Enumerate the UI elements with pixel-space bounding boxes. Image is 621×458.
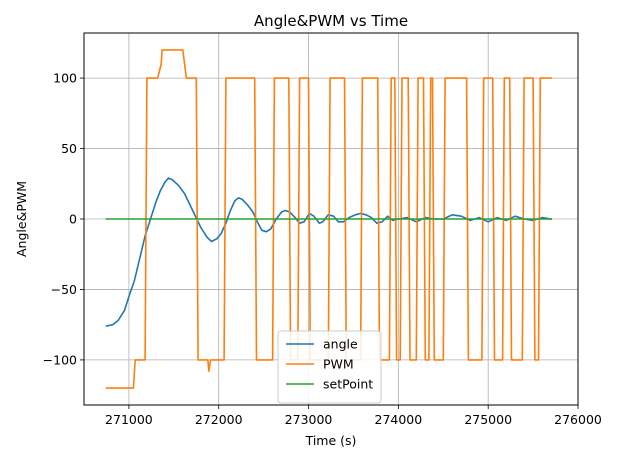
legend-label: PWM — [323, 357, 354, 372]
y-axis-label: Angle&PWM — [14, 181, 29, 257]
x-tick-label: 273000 — [285, 412, 333, 427]
y-tick-label: −50 — [51, 282, 77, 297]
x-axis-label: Time (s) — [305, 433, 357, 448]
legend-label: setPoint — [323, 377, 373, 392]
chart-title: Angle&PWM vs Time — [254, 12, 408, 30]
x-tick-label: 275000 — [464, 412, 512, 427]
legend-box — [277, 330, 382, 404]
y-tick-label: 50 — [61, 141, 77, 156]
legend-label: angle — [323, 337, 358, 352]
x-tick-label: 272000 — [195, 412, 243, 427]
y-tick-label: 100 — [53, 71, 77, 86]
legend: angle PWM setPoint — [277, 330, 382, 404]
ticks: 271000 272000 273000 274000 275000 276000 −100… — [43, 71, 602, 427]
x-tick-label: 271000 — [105, 412, 153, 427]
x-tick-label: 274000 — [375, 412, 423, 427]
y-tick-label: −100 — [43, 352, 77, 367]
x-tick-label: 276000 — [554, 412, 602, 427]
y-tick-label: 0 — [69, 212, 77, 227]
